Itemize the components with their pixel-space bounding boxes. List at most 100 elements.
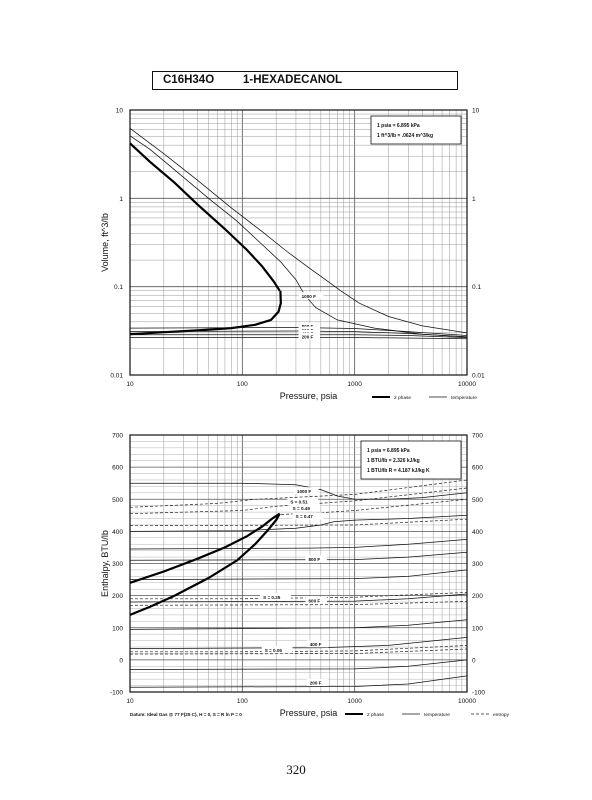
legend-label: 2 phase [394, 395, 411, 401]
series-label: 800 F [308, 557, 320, 562]
conversion-text: 1 BTU/lb R = 4.187 kJ/kg K [367, 468, 430, 474]
series-label: S = 0.25 [263, 595, 281, 600]
y-tick-label-left: 600 [112, 465, 123, 472]
series-label-background [305, 597, 327, 605]
series-label: S = 0.47 [296, 514, 314, 519]
y-tick-label-left: 0 [119, 657, 123, 664]
y-tick-label-right: 100 [472, 625, 483, 632]
series-label-background [306, 640, 329, 648]
series-label-background [289, 504, 321, 512]
isotherm-line [129, 659, 468, 670]
y-tick-label-left: 0.01 [110, 373, 123, 380]
y-tick-label-right: 0 [472, 657, 476, 664]
series-label: 600 F [308, 599, 320, 604]
y-tick-label-right: 300 [472, 561, 483, 568]
x-tick-label: 100 [237, 381, 248, 388]
x-tick-label: 100 [237, 698, 248, 705]
series-label-background [260, 593, 291, 601]
volume-plot-frame [129, 109, 468, 376]
page-number: 320 [286, 762, 306, 777]
y-tick-label-left: 400 [112, 529, 123, 536]
y-axis-label: Enthalpy, BTU/lb [100, 530, 110, 597]
series-label: 400 F [310, 642, 322, 647]
two-phase-vapor-curve [129, 512, 281, 584]
x-axis-label: Pressure, psia [280, 708, 338, 718]
two-phase-vapor-curve [129, 142, 281, 292]
legend-label: temperature [424, 712, 450, 718]
conversion-text: 1 BTU/lb = 2.326 kJ/kg [367, 458, 420, 464]
y-tick-label-right: 10 [472, 108, 480, 115]
y-tick-label-left: 500 [112, 497, 123, 504]
y-tick-label-left: 1 [119, 196, 123, 203]
isotherm-line [129, 337, 468, 340]
isotherm-line [129, 330, 468, 338]
conversion-box [360, 440, 462, 480]
series-label-background [261, 646, 293, 654]
y-tick-label-right: 700 [472, 433, 483, 440]
isotherm-line [129, 135, 468, 338]
chemical-formula: C16H34O [163, 74, 215, 86]
series-label: 800 F [302, 324, 314, 329]
y-tick-label-left: 10 [116, 108, 124, 115]
legend-label: 2 phase [367, 712, 384, 718]
entropy-line [129, 518, 468, 526]
isotherm-line [129, 569, 468, 580]
legend-label: entropy [493, 712, 510, 718]
y-tick-label-left: 100 [112, 625, 123, 632]
series-label: 1000 F [302, 294, 316, 299]
enthalpy-plot-frame [129, 434, 468, 693]
series-label: 1000 F [297, 489, 311, 494]
series-label-background [306, 678, 329, 686]
series-label-background [298, 292, 324, 300]
conversion-text: 1 psia = 6.895 kPa [377, 123, 420, 129]
y-tick-label-left: 0.1 [114, 284, 123, 291]
series-label: S = 0.49 [293, 506, 311, 511]
series-label: 200 F [310, 681, 322, 686]
legend-label: temperature [451, 395, 477, 401]
entropy-line [129, 487, 468, 515]
isotherm-line [129, 619, 468, 630]
y-tick-label-right: 0.01 [472, 373, 485, 380]
y-axis-label: Volume, ft^3/lb [100, 213, 110, 272]
x-axis-label: Pressure, psia [280, 391, 338, 401]
datum-note: Datum: Ideal Gas @ 77 F(25 C), H = 0, S … [130, 712, 242, 717]
isotherm-line [129, 637, 468, 649]
entropy-line [130, 592, 468, 600]
x-tick-label: 10000 [458, 698, 476, 705]
y-tick-label-right: 0.1 [472, 284, 481, 291]
x-tick-label: 10 [126, 381, 134, 388]
x-tick-label: 10 [126, 698, 134, 705]
y-tick-label-right: 400 [472, 529, 483, 536]
isotherm-line [129, 128, 468, 334]
chart-header: C16H34O 1-HEXADECANOL [152, 71, 458, 90]
series-label-background [298, 333, 321, 341]
isotherm-line [130, 334, 468, 338]
isotherm-line [129, 539, 468, 550]
isotherm-line [130, 482, 468, 500]
conversion-text: 1 ft^3/lb = .0624 m^3/kg [377, 133, 433, 139]
series-label: 200 F [302, 335, 314, 340]
series-label-background [293, 487, 319, 495]
x-tick-label: 1000 [347, 381, 362, 388]
conversion-box [370, 115, 462, 145]
conversion-text: 1 psia = 6.895 kPa [367, 448, 410, 454]
y-tick-label-right: 600 [472, 465, 483, 472]
y-tick-label-right: 200 [472, 593, 483, 600]
series-label-background [305, 555, 327, 563]
isotherm-line [129, 514, 468, 532]
series-label: S = 0.05 [265, 648, 283, 653]
y-tick-label-right: 500 [472, 497, 483, 504]
isotherm-line [129, 551, 468, 561]
x-tick-label: 1000 [347, 698, 362, 705]
y-tick-label-left: 300 [112, 561, 123, 568]
entropy-line [130, 645, 468, 653]
y-tick-label-left: -100 [110, 690, 123, 697]
entropy-line [129, 479, 468, 508]
series-label: S = 0.51 [290, 500, 308, 505]
y-tick-label-right: 1 [472, 196, 476, 203]
y-tick-label-left: 200 [112, 593, 123, 600]
y-tick-label-right: -100 [472, 690, 485, 697]
